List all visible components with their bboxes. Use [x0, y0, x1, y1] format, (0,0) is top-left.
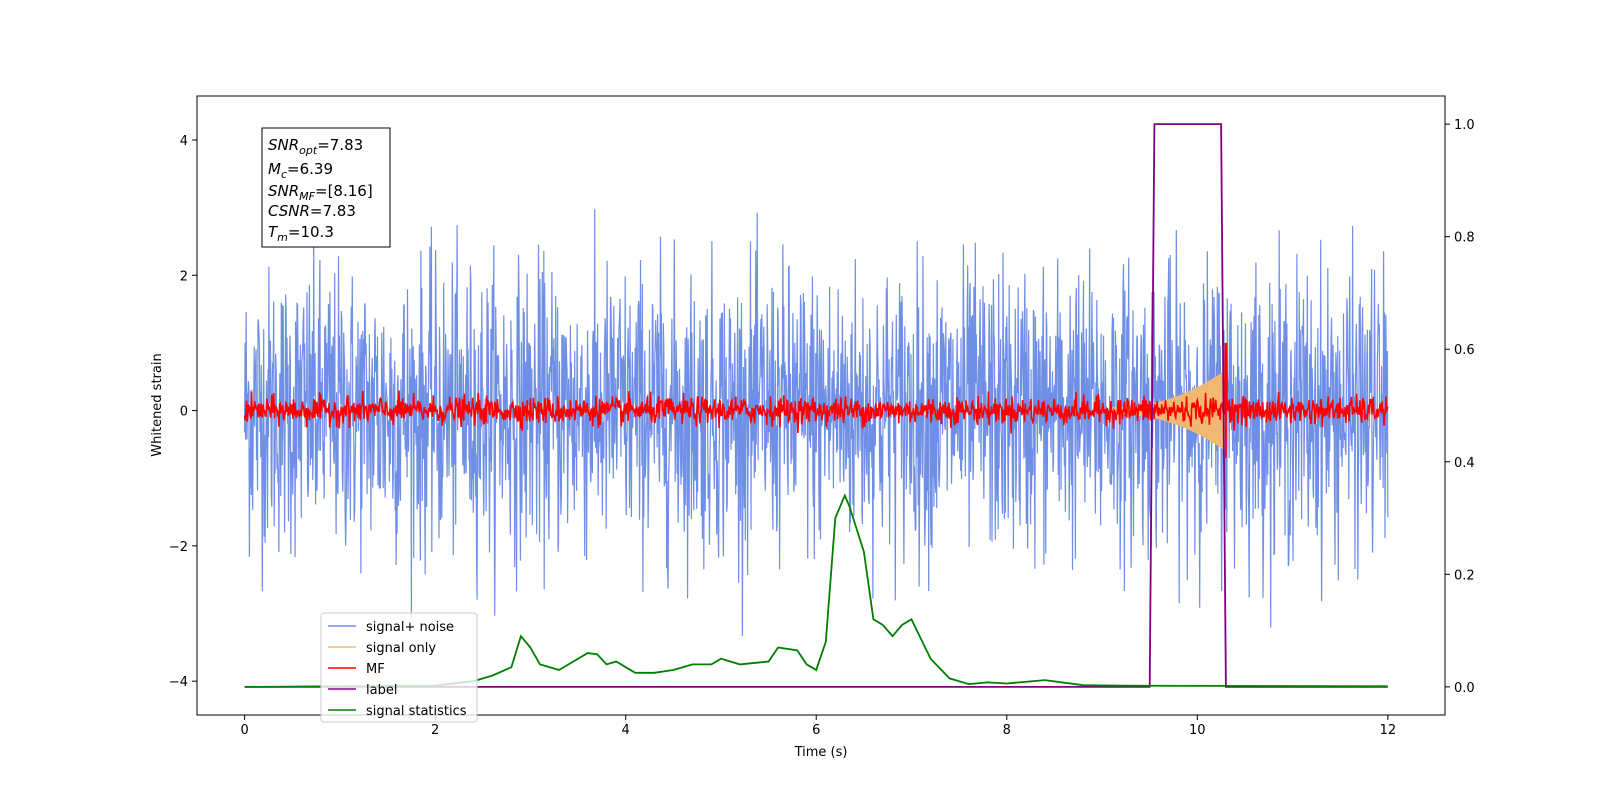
plot-frame: [196, 95, 1446, 716]
y-tick-label: −4: [169, 675, 188, 690]
legend-label-label: label: [366, 683, 397, 698]
y-tick-label: −2: [169, 540, 188, 555]
legend-frame: [320, 612, 478, 723]
y-right-tick-label: 0.8: [1454, 231, 1475, 246]
y-right-tick-label: 0.0: [1454, 681, 1475, 696]
annotation-snr-mf: SNRMF=[8.16]: [268, 182, 373, 203]
ticks-layer: 0 2 4 6 8 10 12 −4 −2 0 2 4 0.0 0.2 0.4 0.6 0.8 1.0: [169, 118, 1475, 738]
x-tick-label: 4: [622, 723, 630, 738]
legend-label-signal-noise: signal+ noise: [366, 620, 454, 635]
annotation-frame: [261, 127, 391, 248]
legend-label-mf: MF: [366, 662, 385, 677]
legend-label-signal-statistics: signal statistics: [366, 704, 467, 719]
annotation-mc: Mc=6.39: [268, 160, 333, 181]
series-signal-statistics: [244, 493, 1388, 688]
y-right-tick-label: 0.2: [1454, 568, 1475, 583]
series-mf: [243, 342, 1389, 458]
x-tick-label: 2: [431, 723, 439, 738]
y-right-tick-label: 1.0: [1454, 118, 1475, 133]
legend: signal+ noise signal only MF label signa…: [320, 612, 478, 723]
y-right-tick-label: 0.6: [1454, 343, 1475, 358]
x-tick-label: 10: [1189, 723, 1206, 738]
annotation-tm: Tm=10.3: [268, 223, 334, 244]
x-tick-label: 8: [1003, 723, 1011, 738]
annotation-snr-opt: SNRopt=7.83: [268, 136, 363, 157]
annotation-csnr: CSNR=7.83: [268, 202, 356, 220]
x-tick-label: 12: [1380, 723, 1397, 738]
y-tick-label: 0: [180, 405, 188, 420]
series-layer: [243, 123, 1389, 688]
x-tick-label: 0: [240, 723, 248, 738]
y-right-tick-label: 0.4: [1454, 456, 1475, 471]
y-tick-label: 4: [180, 134, 188, 149]
x-axis-label: Time (s): [794, 745, 848, 760]
x-tick-label: 6: [812, 723, 820, 738]
series-signal-noise: [244, 209, 1389, 636]
y-axis-label: Whitened strain: [150, 353, 165, 456]
series-label: [244, 123, 1388, 688]
annotation-box: SNRopt=7.83 Mc=6.39 SNRMF=[8.16] CSNR=7.…: [261, 127, 391, 248]
y-tick-label: 2: [180, 269, 188, 284]
legend-label-signal-only: signal only: [366, 641, 436, 656]
